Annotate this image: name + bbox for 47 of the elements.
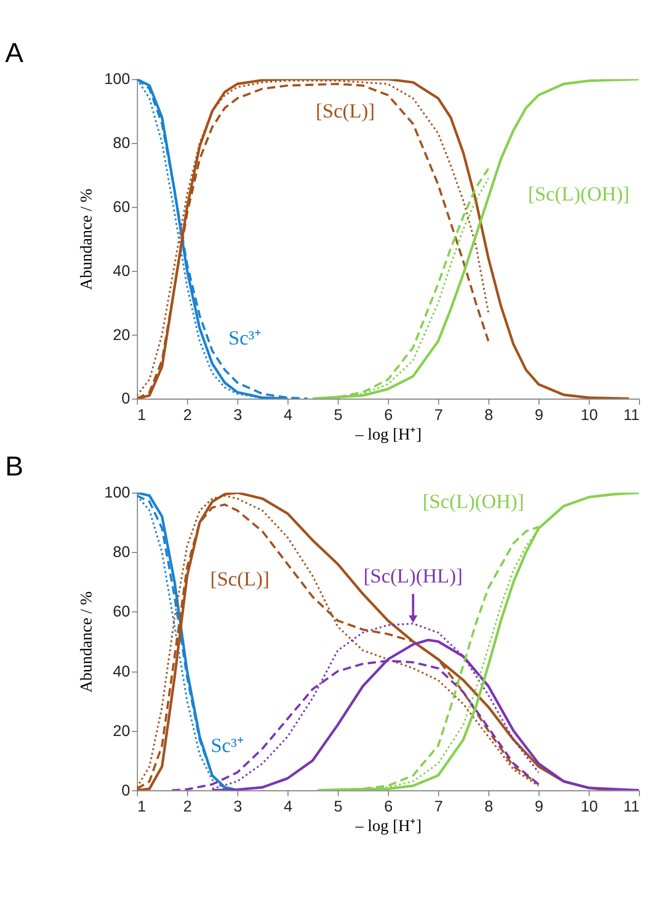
chart-title: B	[5, 450, 24, 482]
series-label: [Sc(L)(OH)]	[528, 184, 630, 206]
x-tick-label: 10	[580, 798, 598, 816]
x-tick-label: 7	[434, 407, 443, 424]
chart-title: A	[5, 36, 24, 68]
x-tick-label: 3	[233, 407, 242, 424]
series-label: Sc³⁺	[228, 327, 262, 350]
x-tick-label: 9	[534, 798, 544, 816]
y-axis-title: Abundance / %	[76, 188, 96, 290]
series-label: [Sc(L)]	[210, 568, 270, 590]
x-tick-label: 8	[484, 798, 494, 816]
x-tick-label: 10	[580, 407, 598, 424]
y-tick-label: 20	[112, 722, 130, 740]
y-axis-title: Abundance / %	[76, 591, 96, 693]
x-tick-label: 2	[183, 407, 192, 424]
x-tick-label: 8	[484, 407, 494, 424]
x-tick-label: 11	[623, 798, 640, 816]
x-tick-label: 6	[384, 798, 393, 816]
x-tick-label: 4	[284, 407, 293, 424]
x-axis-title: – log [H⁺]	[354, 424, 422, 444]
y-tick-label: 0	[121, 782, 130, 800]
x-tick-label: 3	[233, 798, 242, 816]
y-tick-label: 20	[112, 326, 130, 344]
x-tick-label: 5	[334, 407, 343, 424]
x-axis-title: – log [H⁺]	[354, 816, 422, 835]
x-tick-label: 1	[137, 407, 146, 424]
text: [Sc(L)(HL)]	[363, 565, 463, 588]
x-tick-label: 2	[183, 798, 192, 816]
series-label: [Sc(L)(OH)]	[422, 491, 524, 514]
y-tick-label: 100	[104, 484, 130, 502]
series-label: Sc³⁺	[210, 735, 244, 758]
x-tick-label: 4	[284, 798, 293, 816]
x-tick-label: 9	[534, 407, 544, 424]
x-tick-label: 6	[384, 407, 393, 424]
y-tick-label: 40	[112, 262, 130, 280]
y-tick-label: 60	[112, 198, 130, 216]
y-tick-label: 0	[121, 390, 130, 408]
x-tick-label: 1	[137, 798, 146, 816]
y-tick-label: 80	[112, 544, 130, 562]
x-tick-label: 11	[623, 407, 640, 424]
y-tick-label: 80	[112, 135, 130, 152]
y-tick-label: 100	[104, 71, 130, 88]
series-label: [Sc(L)]	[316, 100, 375, 122]
x-tick-label: 5	[334, 798, 343, 816]
y-tick-label: 40	[112, 663, 130, 680]
y-tick-label: 60	[112, 604, 130, 621]
x-tick-label: 7	[434, 798, 443, 816]
